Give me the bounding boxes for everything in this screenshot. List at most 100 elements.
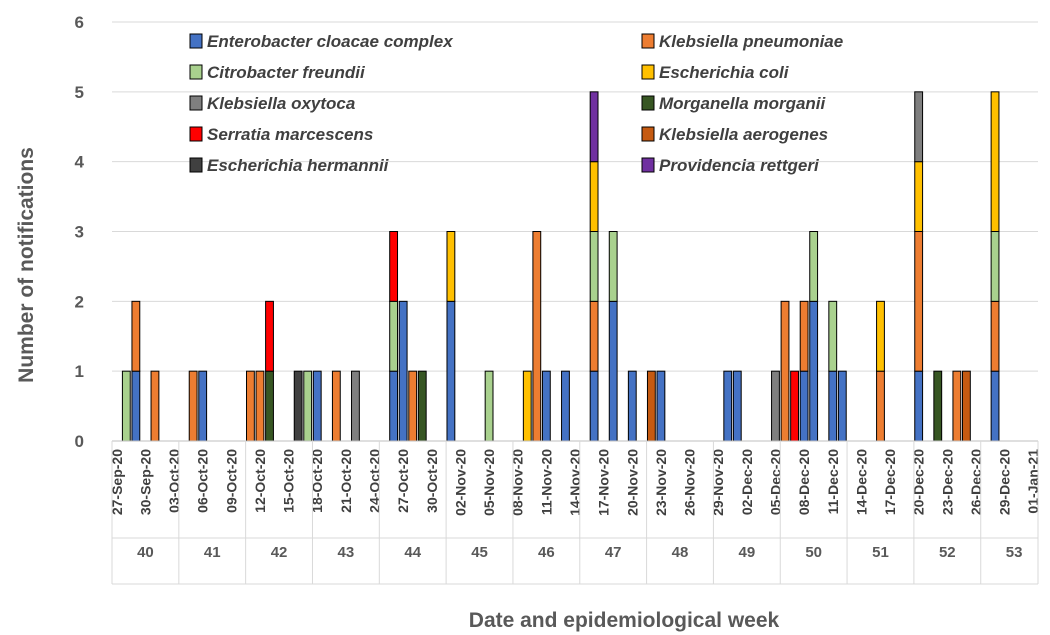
legend-label: Klebsiella oxytoca [207,94,355,113]
bar-segment [532,231,542,442]
bar-segment [246,370,255,442]
x-tick-label: 17-Dec-20 [882,449,898,515]
bar-segment [389,231,399,302]
week-label: 48 [672,544,689,561]
bar-segment [331,370,341,442]
y-tick-label: 0 [75,432,84,451]
bar-segment [265,300,274,372]
bar-segment [961,370,971,442]
y-tick-label: 5 [75,83,84,102]
bar-segment [723,370,733,442]
legend-swatch [189,33,203,49]
legend-swatch [641,126,655,142]
y-tick-label: 2 [75,292,84,311]
bar-segment [809,300,819,442]
bar-segment [589,91,599,163]
week-label: 42 [271,544,288,561]
x-tick-label: 26-Dec-20 [968,449,984,515]
legend-label: Citrobacter freundii [207,63,366,82]
legend-label: Morganella morganii [659,94,827,113]
x-tick-label: 11-Dec-20 [825,449,841,515]
x-tick-label: 18-Oct-20 [309,449,325,513]
legend-label: Providencia rettgeri [659,156,820,175]
bar-segment [837,370,847,442]
x-tick-label: 08-Nov-20 [510,449,526,516]
bar-segment [952,370,962,442]
bars [121,91,1000,442]
legend-label: Klebsiella pneumoniae [659,32,843,51]
bar-segment [188,370,198,442]
bar-segment [446,300,456,442]
x-tick-label: 30-Oct-20 [424,449,440,513]
week-label: 43 [338,544,355,561]
bar-segment [656,370,666,442]
x-tick-label: 24-Oct-20 [367,449,383,513]
bar-segment [828,370,838,442]
bar-segment [914,91,924,163]
y-axis: 0 1 2 3 4 5 6 [75,13,85,451]
bar-segment [799,370,809,442]
y-tick-label: 3 [75,223,84,242]
x-tick-label: 23-Nov-20 [653,449,669,516]
bar-segment [589,370,599,442]
x-axis: 27-Sep-20 30-Sep-20 03-Oct-20 06-Oct-20 09-O… [109,440,1041,585]
x-tick-label: 08-Dec-20 [796,449,812,515]
bar-segment [561,370,570,442]
x-tick-label: 02-Nov-20 [452,449,468,516]
x-tick-label: 26-Nov-20 [682,449,698,516]
x-tick-label: 11-Nov-20 [538,449,554,515]
x-tick-label: 20-Dec-20 [911,449,927,515]
bar-segment [398,300,408,442]
bar-segment [990,370,1000,442]
bar-segment [876,300,885,372]
bar-segment [608,300,618,442]
bar-segment [914,161,924,233]
bar-segment [121,370,131,442]
bar-segment [990,91,1000,233]
x-tick-label: 29-Nov-20 [710,449,726,516]
legend-swatch [641,95,655,111]
x-tick-label: 29-Dec-20 [997,449,1013,515]
y-tick-label: 6 [75,13,84,32]
bar-segment [131,370,141,442]
bar-segment [150,370,160,442]
legend-label: Escherichia coli [659,63,790,82]
x-tick-label: 14-Dec-20 [853,449,869,515]
y-axis-title: Number of notifications [15,147,38,383]
legend-label: Enterobacter cloacae complex [207,32,454,51]
x-tick-label: 21-Oct-20 [338,449,354,513]
legend-swatch [189,126,203,142]
bar-segment [780,300,790,442]
bar-segment [646,370,656,442]
legend-swatch [641,33,655,49]
legend-label: Klebsiella aerogenes [659,125,828,144]
legend-label: Serratia marcescens [207,125,373,144]
x-tick-label: 03-Oct-20 [166,449,182,513]
week-label: 53 [1006,544,1023,561]
x-tick-label: 09-Oct-20 [223,449,239,513]
bar-segment [589,161,599,233]
bar-segment [933,370,943,442]
bar-segment [809,231,819,302]
bar-segment [732,370,742,442]
legend-swatch [641,64,655,80]
bar-segment [608,231,618,302]
week-label: 49 [738,544,755,561]
x-tick-label: 20-Nov-20 [624,449,640,516]
bar-segment [876,370,885,442]
x-tick-label: 06-Oct-20 [195,449,211,513]
x-axis-title: Date and epidemiological week [469,609,780,632]
x-tick-label: 05-Dec-20 [767,449,783,515]
week-label: 52 [939,544,956,561]
bar-segment [312,370,322,442]
bar-segment [265,370,274,442]
bar-segment [790,370,799,442]
x-tick-label: 02-Dec-20 [739,449,755,515]
legend-swatch [189,64,203,80]
week-label: 50 [805,544,822,561]
bar-segment [303,370,313,442]
bar-segment [589,231,599,302]
legend-swatch [189,157,203,173]
bar-segment [914,370,924,442]
